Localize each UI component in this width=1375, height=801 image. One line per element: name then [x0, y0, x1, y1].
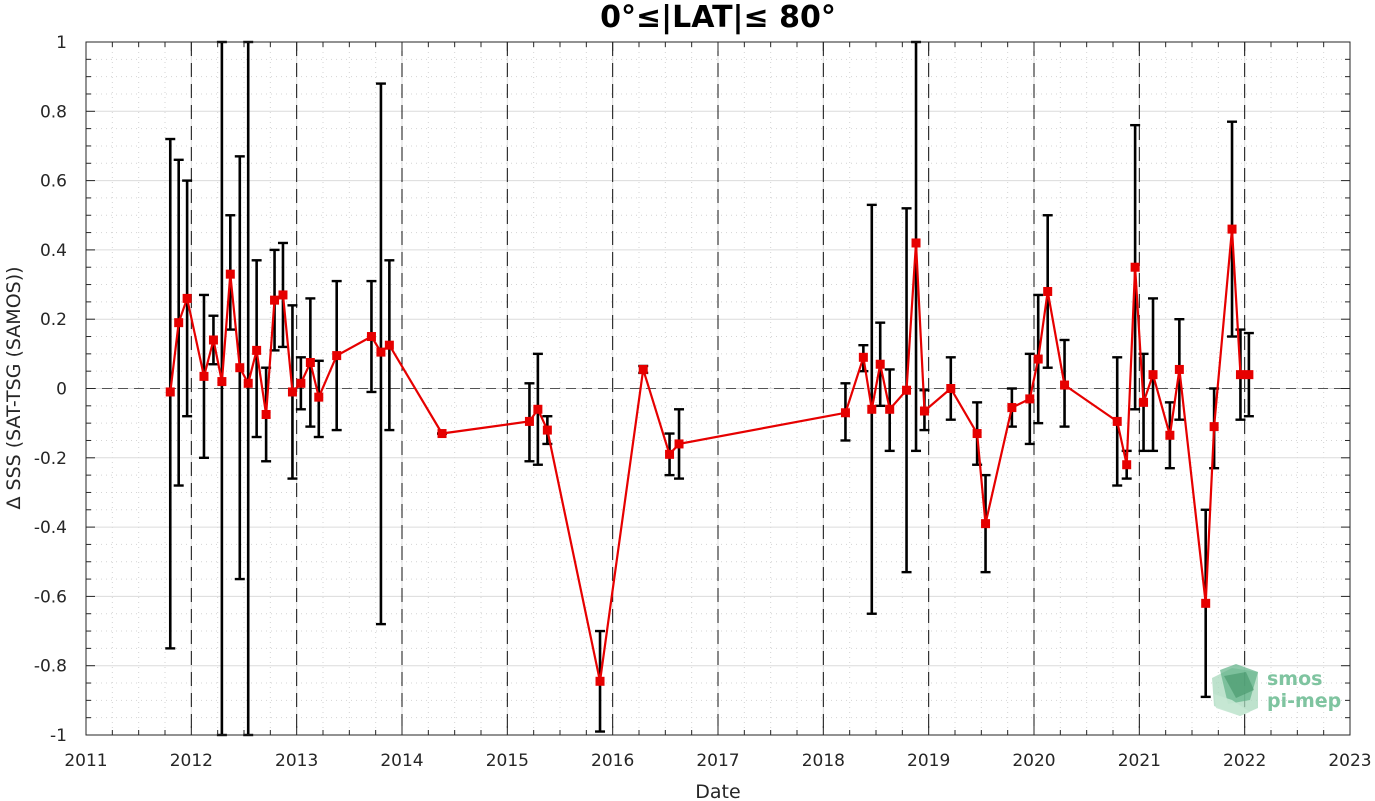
axis-ticks [85, 41, 1351, 736]
data-point [217, 377, 227, 387]
data-point [225, 269, 235, 279]
data-point [376, 347, 386, 357]
x-tick-label: 2020 [1012, 751, 1055, 771]
data-point [243, 378, 253, 388]
data-point [840, 408, 850, 418]
data-point [1201, 598, 1211, 608]
y-tick-label: 0.8 [40, 102, 67, 122]
data-point [946, 384, 956, 393]
data-point [165, 387, 175, 397]
data-point [981, 519, 991, 529]
data-point [235, 363, 245, 373]
data-point [1112, 416, 1122, 426]
y-tick-label: 0.6 [40, 172, 67, 192]
y-tick-label: 0.2 [40, 310, 67, 330]
data-point [1227, 224, 1237, 234]
data-point [1148, 370, 1158, 380]
data-point [199, 371, 209, 381]
data-point [919, 406, 929, 416]
data-point [1165, 430, 1175, 440]
smos-logo-line2: pi-mep [1267, 690, 1341, 712]
data-point [182, 293, 192, 303]
data-point [1007, 403, 1017, 413]
x-axis-title: Date [695, 781, 740, 801]
data-point [296, 378, 306, 388]
data-point [305, 358, 315, 368]
data-point [287, 387, 297, 397]
data-point [1244, 370, 1254, 380]
data-point [638, 364, 648, 374]
data-point [1025, 394, 1035, 404]
data-point [875, 359, 885, 369]
data-point [867, 404, 877, 414]
smos-logo-icon [1212, 664, 1258, 716]
y-tick-label: -0.8 [34, 657, 67, 677]
x-tick-label: 2023 [1328, 751, 1371, 771]
y-tick-label: 0 [56, 380, 67, 400]
y-tick-label: -1 [50, 726, 67, 746]
x-tick-label: 2011 [64, 751, 107, 771]
smos-logo: smos pi-mep [1212, 664, 1341, 716]
data-point [314, 392, 324, 402]
data-point [902, 385, 912, 395]
data-point [533, 404, 543, 414]
data-point [595, 676, 605, 686]
x-tick-label: 2018 [802, 751, 845, 771]
data-point [911, 238, 921, 248]
x-tick-label: 2019 [907, 751, 950, 771]
smos-logo-line1: smos [1267, 668, 1322, 690]
x-tick-labels: 2011 2012 2013 2014 2015 2016 2017 2018 2019 2020… [64, 751, 1371, 771]
y-tick-label: 0.4 [40, 241, 67, 261]
x-tick-label: 2012 [170, 751, 213, 771]
y-tick-label: 1 [56, 33, 67, 53]
data-point [437, 429, 447, 439]
data-point [1139, 397, 1149, 407]
data-point [858, 352, 868, 362]
chart-title: 0°≤|LAT|≤ 80° [600, 0, 836, 35]
data-point [885, 404, 895, 414]
series-markers [165, 224, 1254, 686]
data-point [252, 345, 262, 355]
data-point [665, 449, 675, 459]
data-point [366, 332, 376, 342]
x-tick-label: 2022 [1223, 751, 1266, 771]
data-point [278, 290, 288, 300]
x-tick-label: 2014 [380, 751, 423, 771]
data-point [174, 318, 184, 328]
data-point [384, 340, 394, 350]
data-point [1235, 370, 1245, 380]
x-tick-label: 2015 [486, 751, 529, 771]
data-point [1130, 262, 1140, 272]
data-point [1043, 286, 1053, 296]
x-tick-label: 2013 [275, 751, 318, 771]
y-tick-label: -0.6 [34, 587, 67, 607]
data-point [1209, 422, 1219, 432]
data-point [674, 439, 684, 449]
data-point [1033, 354, 1043, 364]
y-tick-labels: 1 0.8 0.6 0.4 0.2 0 -0.2 -0.4 -0.6 -0.8 -1 [34, 33, 67, 746]
data-point [208, 335, 218, 345]
data-point [270, 295, 280, 305]
y-axis-title: Δ SSS (SAT-TSG (SAMOS)) [3, 266, 25, 509]
data-point [524, 416, 534, 426]
data-point [261, 409, 271, 419]
y-tick-label: -0.2 [34, 449, 67, 469]
data-point [332, 351, 342, 361]
x-tick-label: 2016 [591, 751, 634, 771]
data-point [972, 429, 982, 439]
x-tick-label: 2017 [696, 751, 739, 771]
data-point [542, 425, 552, 435]
data-point [1122, 460, 1132, 470]
data-point [1060, 380, 1070, 390]
y-tick-label: -0.4 [34, 518, 67, 538]
x-tick-label: 2021 [1118, 751, 1161, 771]
data-point [1174, 364, 1184, 374]
